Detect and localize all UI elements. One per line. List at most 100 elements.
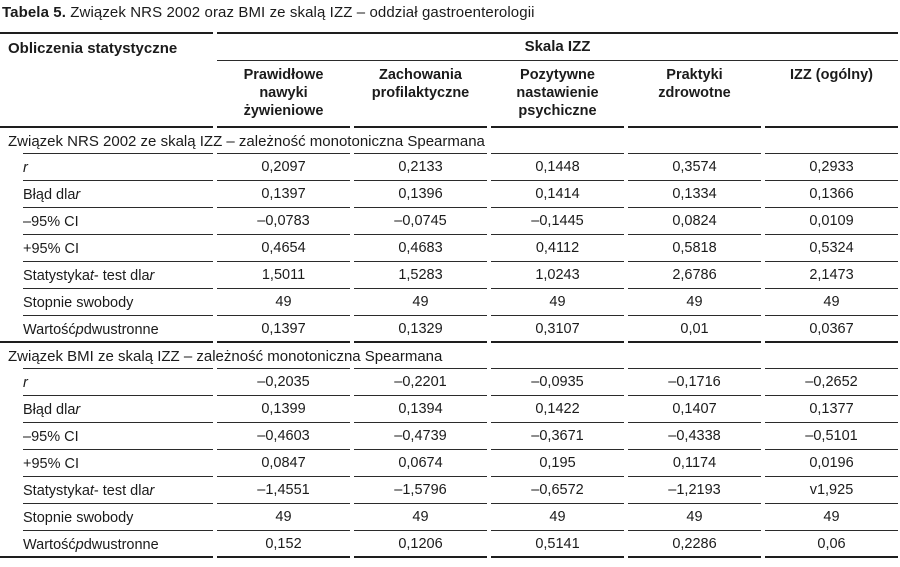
cell-value [354, 128, 487, 154]
cell-value: –0,0783 [217, 208, 350, 235]
row-label-text: –95% CI [23, 428, 79, 445]
column-header-2: Pozytywne nastawienie psychiczne [491, 61, 624, 128]
cell-value [765, 343, 898, 369]
cell-value: 49 [217, 504, 350, 531]
column-header-line: nawyki [259, 85, 308, 101]
row-label: Wartość p dwustronne [0, 316, 213, 343]
cell-value: –1,4551 [217, 477, 350, 504]
cell-value: 0,1174 [628, 450, 761, 477]
cell-value: 49 [765, 504, 898, 531]
table-header: Obliczenia statystyczne Skala IZZ Prawid… [0, 32, 898, 128]
row-label: Błąd dla r [0, 396, 213, 423]
cell-value: –0,0935 [491, 369, 624, 396]
cell-value: 0,0674 [354, 450, 487, 477]
cell-value: 0,4654 [217, 235, 350, 262]
table-caption: Tabela 5. Związek NRS 2002 oraz BMI ze s… [2, 4, 535, 21]
row-label-text: Błąd dla [23, 401, 76, 418]
cell-value: 0,1399 [217, 396, 350, 423]
cell-value: 0,195 [491, 450, 624, 477]
cell-value: 0,0824 [628, 208, 761, 235]
cell-value: 0,1407 [628, 396, 761, 423]
column-header-line: nastawienie [516, 85, 599, 101]
row-label: r [0, 154, 213, 181]
column-header-line: Praktyki [666, 67, 723, 83]
cell-value: 2,6786 [628, 262, 761, 289]
table-row: r –0,2035 –0,2201 –0,0935 –0,1716 –0,2652 [0, 369, 898, 396]
table-row: r 0,2097 0,2133 0,1448 0,3574 0,2933 [0, 154, 898, 181]
table-row: –95% CI –0,4603 –0,4739 –0,3671 –0,4338 –0,51… [0, 423, 898, 450]
column-header-line: Prawidłowe [243, 67, 324, 83]
row-label-text: - test dla [93, 267, 150, 284]
row-label-symbol: p [75, 321, 84, 338]
cell-value: 0,1366 [765, 181, 898, 208]
cell-value: 0,1396 [354, 181, 487, 208]
cell-value: 1,5011 [217, 262, 350, 289]
cell-value: 0,3574 [628, 154, 761, 181]
cell-value: 0,2286 [628, 531, 761, 558]
row-label-text: Statystyka [23, 267, 90, 284]
row-label: +95% CI [0, 235, 213, 262]
cell-value: 49 [354, 504, 487, 531]
row-label-symbol: p [75, 536, 84, 553]
column-header-line: profilaktyczne [371, 85, 470, 101]
table-row: +95% CI 0,0847 0,0674 0,195 0,1174 0,0196 [0, 450, 898, 477]
cell-value: 0,1377 [765, 396, 898, 423]
row-label-symbol: r [149, 267, 155, 284]
table-row: +95% CI 0,4654 0,4683 0,4112 0,5818 0,5324 [0, 235, 898, 262]
cell-value: 0,1394 [354, 396, 487, 423]
cell-value [491, 128, 624, 154]
cell-value: 0,3107 [491, 316, 624, 343]
row-label-symbol: r [23, 159, 28, 176]
row-label-text: –95% CI [23, 213, 79, 230]
cell-value: 0,1422 [491, 396, 624, 423]
cell-value: 0,152 [217, 531, 350, 558]
column-header-line: Zachowania [379, 67, 462, 83]
cell-value: 0,5818 [628, 235, 761, 262]
row-label-symbol: r [75, 401, 81, 418]
cell-value: 0,4683 [354, 235, 487, 262]
cell-value: 0,0196 [765, 450, 898, 477]
row-label: Wartość p dwustronne [0, 531, 213, 558]
cell-value: –1,5796 [354, 477, 487, 504]
row-label-text: Stopnie swobody [23, 509, 134, 526]
cell-value: 2,1473 [765, 262, 898, 289]
cell-value: 0,01 [628, 316, 761, 343]
table-row: Stopnie swobody 49 49 49 49 49 [0, 289, 898, 316]
cell-value [217, 343, 350, 369]
column-header-line: żywieniowe [243, 103, 324, 119]
row-label-text: dwustronne [83, 321, 159, 338]
row-label-text: Wartość [23, 321, 76, 338]
row-label-symbol: t [89, 267, 94, 284]
cell-value: 1,0243 [491, 262, 624, 289]
cell-value [354, 343, 487, 369]
cell-value: –0,2201 [354, 369, 487, 396]
cell-value: –0,4338 [628, 423, 761, 450]
table-caption-text: Związek NRS 2002 oraz BMI ze skalą IZZ –… [65, 4, 535, 21]
row-label: Błąd dla r [0, 181, 213, 208]
section-header-row-1: Związek BMI ze skalą IZZ – zależność mon… [0, 343, 898, 369]
column-group-skala-izz: Skala IZZ Prawidłowe nawyki żywieniowe Zach… [217, 32, 898, 128]
row-label: Statystyka t- test dla r [0, 477, 213, 504]
table-body: Związek NRS 2002 ze skalą IZZ – zależnoś… [0, 128, 898, 558]
cell-value: 0,0847 [217, 450, 350, 477]
table-row: Błąd dla r 0,1397 0,1396 0,1414 0,1334 0,1366 [0, 181, 898, 208]
row-label-text: Błąd dla [23, 186, 76, 203]
row-label-text: +95% CI [23, 455, 80, 472]
row-label: –95% CI [0, 208, 213, 235]
cell-value: –1,2193 [628, 477, 761, 504]
cell-value: 0,4112 [491, 235, 624, 262]
cell-value: 0,1397 [217, 181, 350, 208]
cell-value: 0,06 [765, 531, 898, 558]
cell-value: –0,0745 [354, 208, 487, 235]
cell-value: 0,1448 [491, 154, 624, 181]
column-header-statistics: Obliczenia statystyczne [0, 32, 213, 128]
cell-value: –0,4603 [217, 423, 350, 450]
section-header-row-0: Związek NRS 2002 ze skalą IZZ – zależnoś… [0, 128, 898, 154]
cell-value: 0,5141 [491, 531, 624, 558]
column-header-1: Zachowania profilaktyczne [354, 61, 487, 128]
row-label-text: - test dla [93, 482, 150, 499]
cell-value: 0,1397 [217, 316, 350, 343]
row-label-symbol: r [75, 186, 81, 203]
cell-value: –0,5101 [765, 423, 898, 450]
